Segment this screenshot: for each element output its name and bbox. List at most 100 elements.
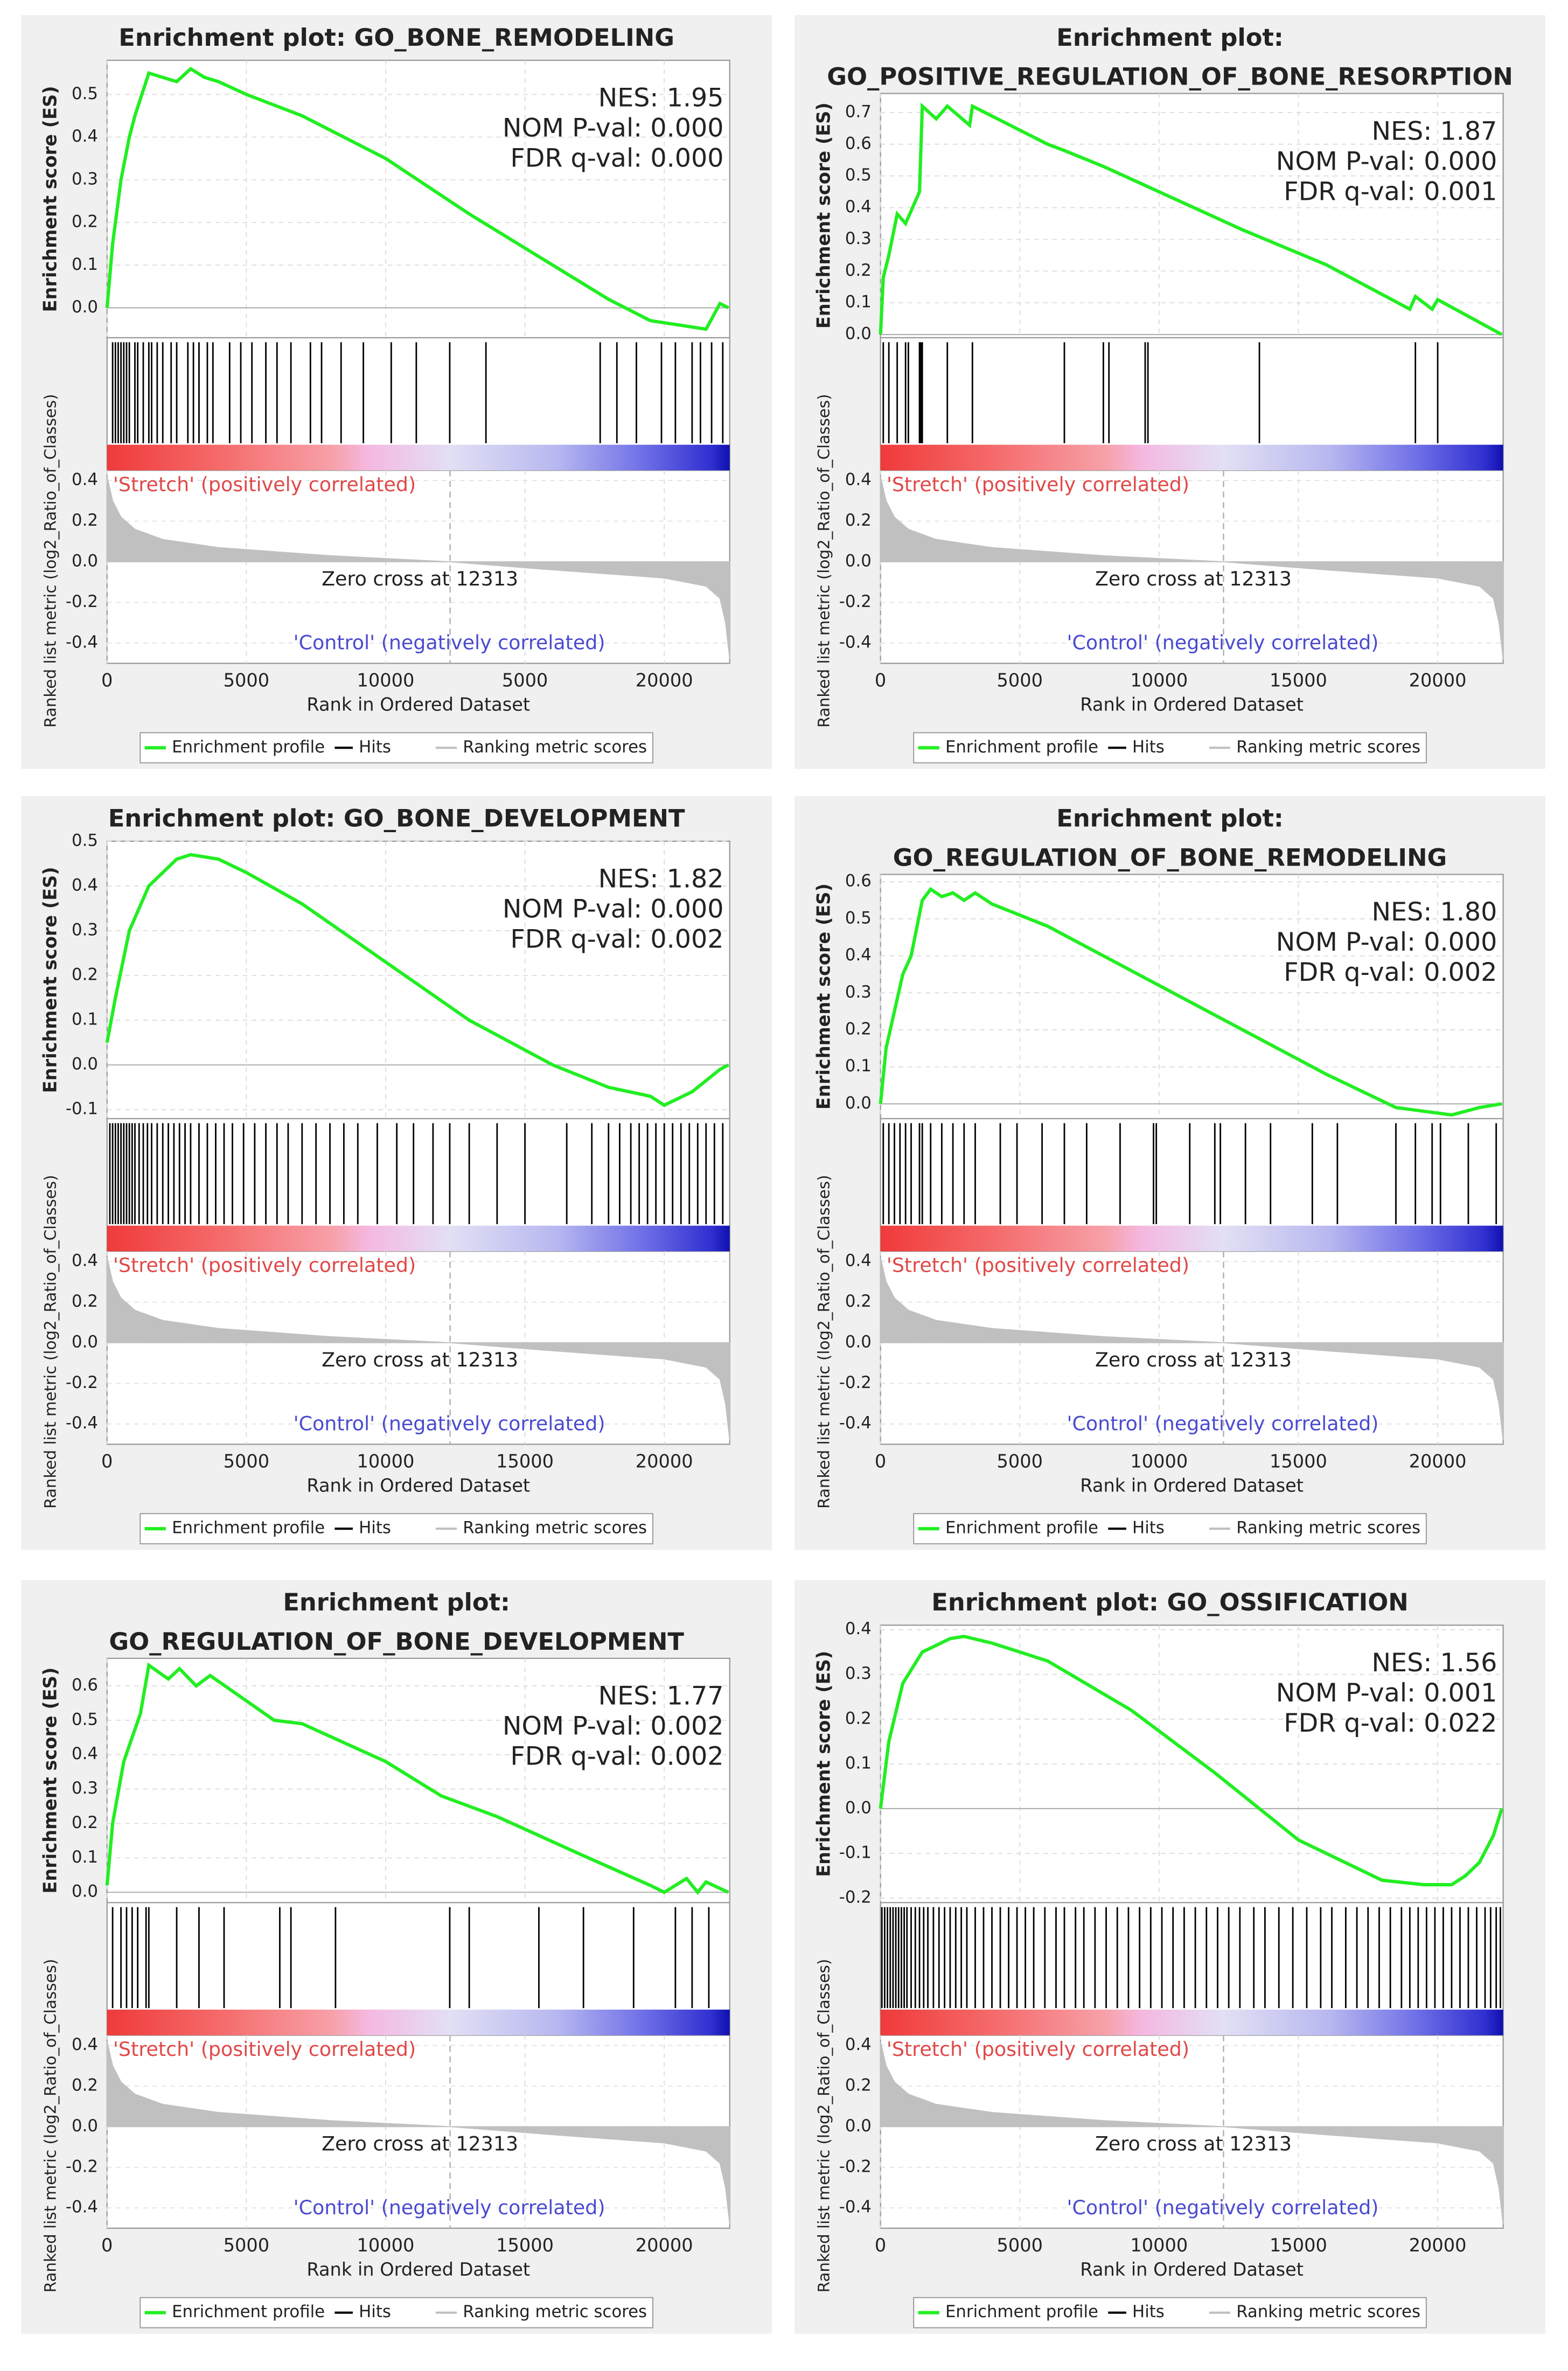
y2-axis-label: Ranked list metric (log2_Ratio_of_Classe… [41, 1175, 60, 1509]
x-tick-label: 10000 [357, 1451, 415, 1472]
y-axis-label: Enrichment score (ES) [813, 1651, 834, 1877]
x-tick-label: 5000 [224, 670, 269, 691]
y-tick-label: 0.4 [845, 197, 872, 217]
annotation: NES: 1.82 [598, 864, 724, 894]
x-tick-label: 5000 [224, 2235, 269, 2256]
enrichment-line [879, 887, 1502, 1117]
y-tick-label: -0.2 [839, 1888, 872, 1907]
ranking-metric-area [106, 1257, 730, 1441]
x-tick-label: 20000 [1409, 1451, 1467, 1472]
legend-box [913, 2297, 1427, 2328]
heat-bar [107, 444, 730, 471]
y2-tick-label: -0.4 [839, 1413, 872, 1433]
y2-axis-label: Ranked list metric (log2_Ratio_of_Classe… [41, 1959, 60, 2293]
y-tick-label: 0.4 [72, 127, 98, 146]
chart-title: Enrichment plot: [1056, 23, 1284, 52]
y-tick-label: 0.5 [845, 908, 872, 928]
chart-title: Enrichment plot: GO_BONE_DEVELOPMENT [108, 804, 685, 833]
legend-label: Enrichment profile [172, 737, 325, 757]
x-tick-label: 15000 [1270, 2235, 1327, 2256]
x-tick-label: 10000 [1130, 2235, 1188, 2256]
legend-label: Enrichment profile [172, 2302, 325, 2321]
chart-title: GO_REGULATION_OF_BONE_DEVELOPMENT [109, 1627, 684, 1656]
positive-label: 'Stretch' (positively correlated) [113, 1254, 416, 1277]
x-tick-label: 10000 [1130, 670, 1188, 691]
y2-tick-label: -0.2 [66, 592, 98, 611]
annotation: NES: 1.80 [1371, 897, 1497, 927]
ranking-metric-area [880, 2041, 1504, 2224]
annotation: FDR q-val: 0.002 [510, 925, 723, 954]
x-axis-label: Rank in Ordered Dataset [306, 1475, 530, 1496]
y2-tick-label: -0.4 [839, 2198, 872, 2217]
y-tick-label: 0.2 [845, 1019, 872, 1038]
x-tick-label: 10000 [1130, 1451, 1188, 1472]
y2-axis-label: Ranked list metric (log2_Ratio_of_Classe… [815, 1175, 833, 1509]
y2-tick-label: 0.4 [72, 2035, 98, 2054]
y-tick-label: 0.3 [845, 982, 872, 1002]
chart-title: GO_POSITIVE_REGULATION_OF_BONE_RESORPTIO… [827, 62, 1513, 91]
x-tick-label: 20000 [1409, 670, 1467, 691]
y2-tick-label: -0.4 [839, 632, 872, 652]
y-tick-label: 0.0 [72, 1882, 98, 1901]
negative-label: 'Control' (negatively correlated) [1067, 2196, 1379, 2219]
y2-tick-label: 0.0 [845, 1332, 872, 1351]
y-tick-label: 0.0 [72, 1055, 98, 1074]
y-tick-label: 0.5 [72, 1710, 98, 1729]
enrichment-line [105, 1662, 729, 1895]
chart-title: Enrichment plot: [1056, 804, 1284, 833]
y2-axis-label: Ranked list metric (log2_Ratio_of_Classe… [815, 1959, 833, 2293]
y-tick-label: 0.1 [72, 1847, 98, 1867]
annotation: NES: 1.95 [598, 83, 724, 113]
annotation: FDR q-val: 0.022 [1284, 1708, 1497, 1738]
zero-cross-label: Zero cross at 12313 [322, 1348, 518, 1371]
y-tick-label: 0.2 [845, 261, 872, 280]
y2-tick-label: -0.2 [839, 2157, 872, 2176]
positive-label: 'Stretch' (positively correlated) [113, 2038, 416, 2061]
y2-tick-label: 0.2 [72, 511, 98, 530]
legend-box [913, 1513, 1427, 1545]
x-tick-label: 5000 [224, 1451, 269, 1472]
annotation: NES: 1.77 [598, 1682, 724, 1711]
y-tick-label: 0.3 [72, 920, 98, 939]
panel: Enrichment plot: GO_BONE_REMODELING 0 5000… [21, 15, 772, 769]
y2-tick-label: 0.4 [845, 1251, 872, 1271]
y2-tick-label: -0.4 [66, 632, 98, 652]
ranking-metric-area [880, 1257, 1504, 1441]
heat-bar [880, 444, 1503, 471]
annotation: NOM P-val: 0.000 [1276, 147, 1497, 176]
x-tick-label: 20000 [636, 670, 693, 691]
y-tick-label: 0.5 [845, 165, 872, 185]
y-tick-label: 0.1 [845, 1753, 872, 1773]
y-tick-label: 0.7 [845, 102, 872, 121]
annotation: NOM P-val: 0.000 [503, 114, 724, 143]
heat-bar [880, 2010, 1503, 2035]
annotation: NOM P-val: 0.001 [1276, 1678, 1497, 1708]
y-tick-label: 0.1 [72, 1010, 98, 1029]
legend-label: Ranking metric scores [463, 2302, 647, 2321]
y2-tick-label: 0.2 [72, 1292, 98, 1311]
negative-label: 'Control' (negatively correlated) [294, 631, 605, 654]
y2-tick-label: -0.4 [66, 2198, 98, 2217]
x-axis-label: Rank in Ordered Dataset [1080, 694, 1304, 715]
y2-tick-label: 0.2 [845, 1292, 872, 1311]
legend-label: Enrichment profile [945, 2302, 1098, 2321]
legend-box [140, 732, 653, 764]
legend-box [140, 2297, 653, 2328]
zero-cross-label: Zero cross at 12313 [1095, 2132, 1292, 2155]
positive-label: 'Stretch' (positively correlated) [887, 473, 1189, 496]
zero-cross-label: Zero cross at 12313 [1095, 1348, 1292, 1371]
x-tick-label: 15000 [496, 1451, 554, 1472]
ranking-metric-area [880, 476, 1504, 660]
y2-tick-label: 0.4 [845, 2035, 872, 2054]
annotation: NES: 1.87 [1371, 116, 1497, 146]
y2-tick-label: -0.2 [66, 1373, 98, 1392]
x-axis-label: Rank in Ordered Dataset [1080, 2259, 1304, 2280]
x-tick-label: 0 [875, 2235, 886, 2256]
y2-tick-label: -0.2 [66, 2157, 98, 2176]
annotation: FDR q-val: 0.002 [1284, 958, 1497, 987]
y-tick-label: 0.2 [72, 212, 98, 232]
x-axis-label: Rank in Ordered Dataset [306, 694, 530, 715]
y2-axis-label: Ranked list metric (log2_Ratio_of_Classe… [41, 394, 60, 728]
zero-cross-label: Zero cross at 12313 [1095, 567, 1292, 590]
